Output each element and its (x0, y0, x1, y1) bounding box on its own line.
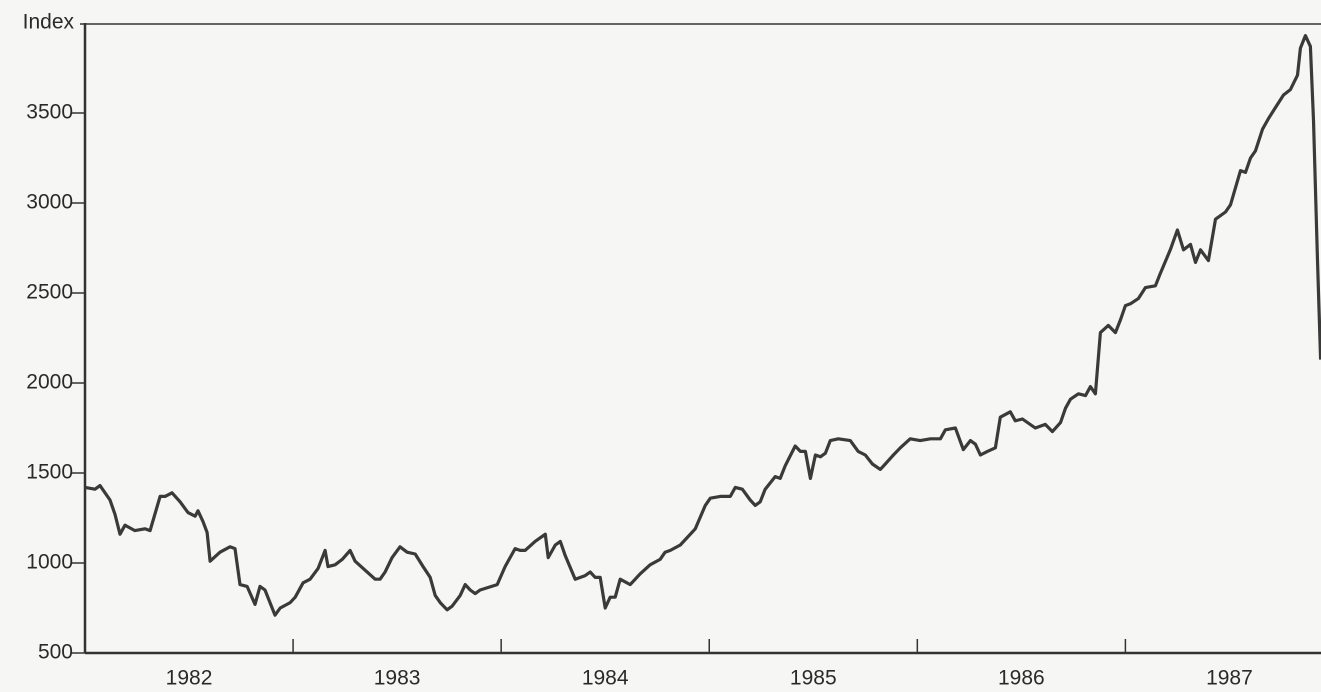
x-tick-label: 1987 (1206, 667, 1253, 690)
y-tick-label: 1000 (26, 551, 73, 574)
y-tick-label: 3500 (26, 101, 73, 124)
x-tick-label: 1986 (998, 667, 1045, 690)
x-tick-label: 1982 (166, 667, 213, 690)
index-line (84, 34, 1321, 617)
y-tick-label: 500 (38, 641, 73, 664)
y-tick-label: 2500 (26, 281, 73, 304)
x-tick-label: 1984 (582, 667, 629, 690)
x-tick-label: 1983 (374, 667, 421, 690)
y-tick-label: 1500 (26, 461, 73, 484)
y-axis-label: Index (23, 11, 75, 34)
x-tick-label: 1985 (790, 667, 837, 690)
y-tick-label: 3000 (26, 191, 73, 214)
y-tick-label: 2000 (26, 371, 73, 394)
